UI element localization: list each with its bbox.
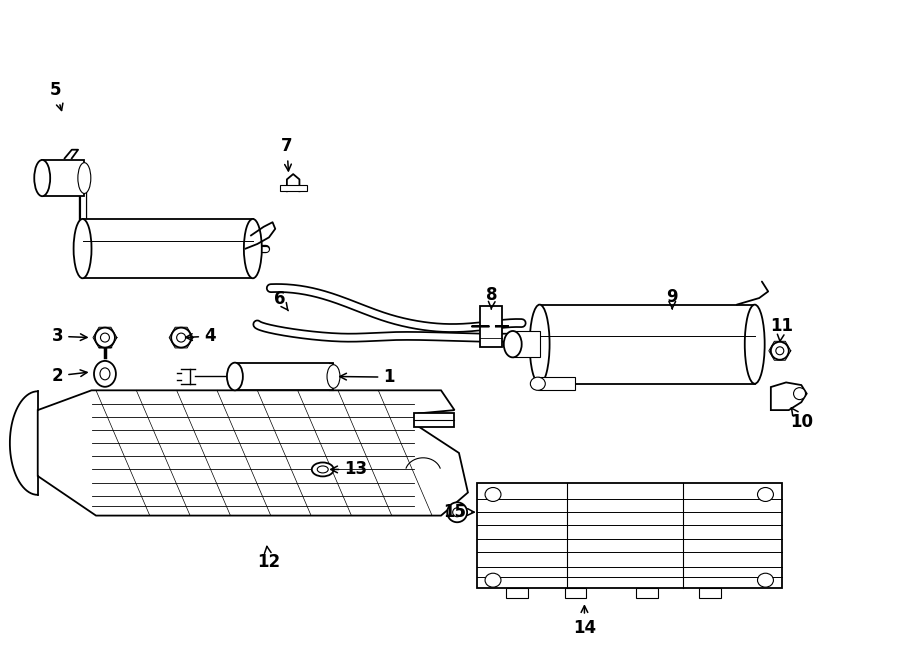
Ellipse shape: [758, 573, 773, 587]
Ellipse shape: [34, 160, 50, 196]
Ellipse shape: [78, 163, 91, 193]
Polygon shape: [699, 588, 721, 598]
Polygon shape: [83, 219, 253, 278]
Ellipse shape: [327, 365, 340, 388]
Text: 10: 10: [790, 408, 813, 431]
Ellipse shape: [770, 342, 788, 359]
Text: 15: 15: [443, 502, 474, 520]
Ellipse shape: [311, 463, 334, 477]
Polygon shape: [513, 331, 540, 357]
Polygon shape: [540, 305, 755, 384]
Ellipse shape: [758, 487, 773, 501]
Polygon shape: [636, 588, 658, 598]
Ellipse shape: [227, 363, 243, 391]
Ellipse shape: [530, 377, 545, 391]
Text: 6: 6: [274, 291, 288, 310]
Polygon shape: [280, 185, 307, 191]
Ellipse shape: [74, 219, 92, 278]
Ellipse shape: [244, 219, 262, 278]
Ellipse shape: [485, 487, 501, 501]
Ellipse shape: [745, 305, 765, 384]
Polygon shape: [38, 391, 468, 516]
Text: 13: 13: [331, 461, 367, 479]
Polygon shape: [42, 160, 85, 196]
Polygon shape: [507, 588, 528, 598]
Ellipse shape: [318, 466, 328, 473]
Ellipse shape: [94, 361, 116, 387]
Ellipse shape: [504, 331, 522, 357]
Ellipse shape: [530, 305, 550, 384]
Text: 1: 1: [340, 368, 395, 386]
Text: 7: 7: [281, 138, 292, 171]
Text: 12: 12: [257, 546, 281, 571]
Polygon shape: [477, 483, 781, 588]
Polygon shape: [414, 413, 454, 426]
Text: 8: 8: [486, 286, 498, 309]
Ellipse shape: [794, 388, 806, 400]
Ellipse shape: [176, 333, 185, 342]
Ellipse shape: [453, 508, 462, 517]
Ellipse shape: [171, 328, 191, 348]
Polygon shape: [538, 377, 575, 391]
Text: 2: 2: [51, 367, 87, 385]
Text: 9: 9: [667, 288, 678, 308]
Ellipse shape: [100, 368, 110, 380]
Polygon shape: [564, 588, 586, 598]
Polygon shape: [235, 363, 334, 391]
Ellipse shape: [776, 347, 784, 355]
Ellipse shape: [95, 328, 115, 348]
Ellipse shape: [101, 333, 110, 342]
Text: 14: 14: [573, 606, 596, 637]
Polygon shape: [481, 306, 502, 347]
Text: 4: 4: [185, 327, 216, 346]
Polygon shape: [770, 383, 806, 410]
Ellipse shape: [485, 573, 501, 587]
Text: 3: 3: [51, 327, 87, 346]
Text: 11: 11: [770, 316, 793, 342]
Text: 5: 5: [50, 81, 63, 111]
Ellipse shape: [447, 502, 467, 522]
